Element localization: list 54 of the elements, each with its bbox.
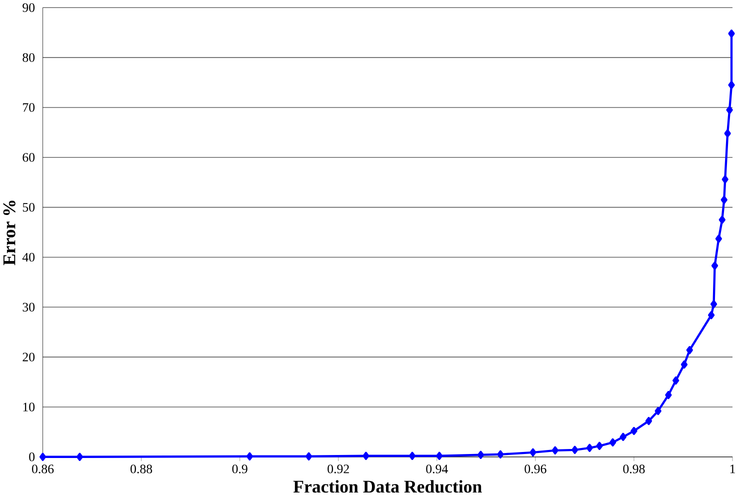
x-axis-title: Fraction Data Reduction <box>293 480 482 493</box>
x-tick-label: 0.86 <box>32 464 54 474</box>
point <box>630 426 638 435</box>
point <box>728 80 735 90</box>
point <box>408 452 416 460</box>
point <box>586 444 593 452</box>
x-tick-label: 0.92 <box>328 464 349 474</box>
point <box>686 346 693 354</box>
point <box>724 129 731 138</box>
point <box>715 234 722 243</box>
point <box>552 446 558 454</box>
point <box>710 300 718 308</box>
y-tick-label: 30 <box>22 302 35 312</box>
y-tick-label: 80 <box>22 53 35 62</box>
point <box>672 376 680 385</box>
y-axis-title: Error % <box>3 200 16 266</box>
point <box>305 452 312 460</box>
y-tick-label: 0 <box>29 452 35 462</box>
point <box>497 450 504 458</box>
x-tick-label: 0.9 <box>232 464 248 474</box>
point <box>609 438 616 446</box>
point <box>530 448 536 456</box>
point <box>596 442 603 450</box>
point <box>722 175 728 184</box>
point <box>708 311 715 320</box>
x-tick-label: 0.96 <box>524 464 546 474</box>
point <box>680 360 688 369</box>
point <box>246 452 254 460</box>
y-tick-label: 90 <box>22 3 35 12</box>
x-tick-label: 0.88 <box>130 464 152 474</box>
point <box>665 390 672 400</box>
y-tick-label: 60 <box>22 153 35 162</box>
point <box>728 30 735 38</box>
y-tick-label: 10 <box>23 402 35 412</box>
x-tick-label: 0.94 <box>426 464 448 474</box>
point <box>76 452 84 461</box>
point <box>718 216 726 224</box>
point <box>726 106 733 114</box>
point <box>645 416 652 425</box>
point <box>654 406 662 416</box>
x-tick-label: 0.98 <box>623 464 645 474</box>
point <box>39 452 46 461</box>
point <box>572 446 578 454</box>
y-tick-label: 40 <box>22 252 35 262</box>
point <box>436 452 443 460</box>
point <box>711 262 718 270</box>
point <box>720 196 728 204</box>
y-tick-label: 50 <box>22 202 35 212</box>
point <box>362 452 370 460</box>
point <box>620 432 626 441</box>
y-tick-label: 20 <box>22 352 35 362</box>
y-tick-label: 70 <box>23 103 35 112</box>
point <box>477 450 484 459</box>
x-tick-label: 1 <box>730 464 735 474</box>
